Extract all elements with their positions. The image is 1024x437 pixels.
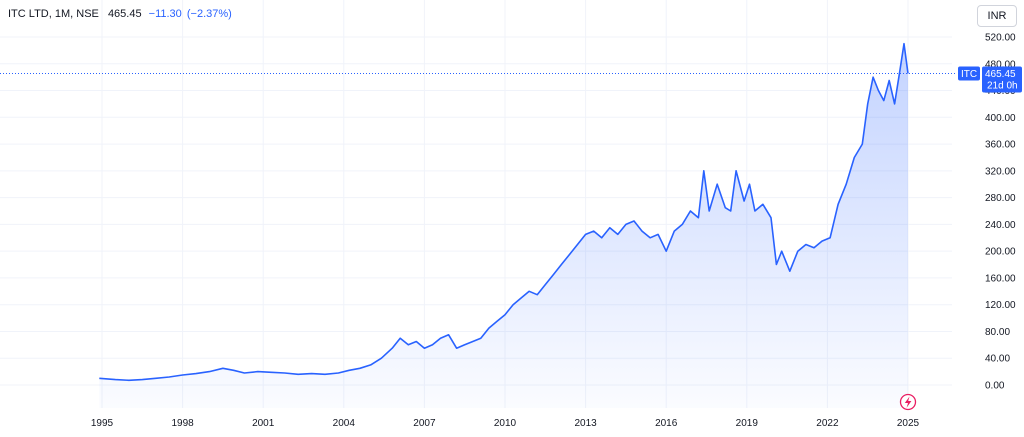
y-tick-label: 40.00 xyxy=(985,354,1010,365)
symbol-title: ITC LTD, 1M, NSE xyxy=(8,8,99,20)
x-tick-label: 2013 xyxy=(574,418,597,429)
price-change: −11.30 xyxy=(148,8,182,20)
y-tick-label: 120.00 xyxy=(985,300,1016,311)
ticker-badge-label: ITC xyxy=(961,69,977,80)
x-tick-label: 2007 xyxy=(413,418,436,429)
price-area xyxy=(99,43,909,408)
x-tick-label: 2004 xyxy=(333,418,356,429)
last-price: 465.45 xyxy=(107,8,142,20)
y-tick-label: 0.00 xyxy=(985,381,1005,392)
price-badge: ITC 465.45 21d 0h xyxy=(958,66,1022,93)
chart-legend: ITC LTD, 1M, NSE 465.45 −11.30 (−2.37%) xyxy=(8,8,232,20)
y-tick-label: 80.00 xyxy=(985,327,1010,338)
x-tick-label: 2019 xyxy=(736,418,759,429)
x-tick-label: 2010 xyxy=(494,418,517,429)
y-tick-label: 200.00 xyxy=(985,247,1016,258)
x-tick-label: 1995 xyxy=(91,418,114,429)
y-tick-label: 280.00 xyxy=(985,193,1016,204)
price-badge-bg xyxy=(982,66,1022,93)
x-axis: 1995 1998 2001 2004 2007 2010 2013 2016 2019 2022… xyxy=(91,418,920,429)
price-line xyxy=(99,42,909,382)
price-badge-countdown: 21d 0h xyxy=(987,81,1018,92)
x-tick-label: 2016 xyxy=(655,418,678,429)
y-tick-label: 240.00 xyxy=(985,220,1016,231)
x-tick-label: 2025 xyxy=(897,418,920,429)
y-tick-label: 360.00 xyxy=(985,140,1016,151)
ticker-badge-bg xyxy=(958,66,980,81)
price-change-percent: (−2.37%) xyxy=(186,8,232,20)
x-tick-label: 2022 xyxy=(816,418,839,429)
y-tick-label: 320.00 xyxy=(985,166,1016,177)
x-tick-label: 1998 xyxy=(171,418,194,429)
price-badge-value: 465.45 xyxy=(985,69,1016,80)
x-tick-label: 2001 xyxy=(252,418,275,429)
y-tick-label: 520.00 xyxy=(985,33,1016,44)
lightning-icon[interactable] xyxy=(899,393,917,411)
y-tick-label: 160.00 xyxy=(985,273,1016,284)
y-tick-label: 480.00 xyxy=(985,59,1016,70)
currency-button[interactable]: INR xyxy=(977,5,1017,27)
y-tick-label: 400.00 xyxy=(985,113,1016,124)
